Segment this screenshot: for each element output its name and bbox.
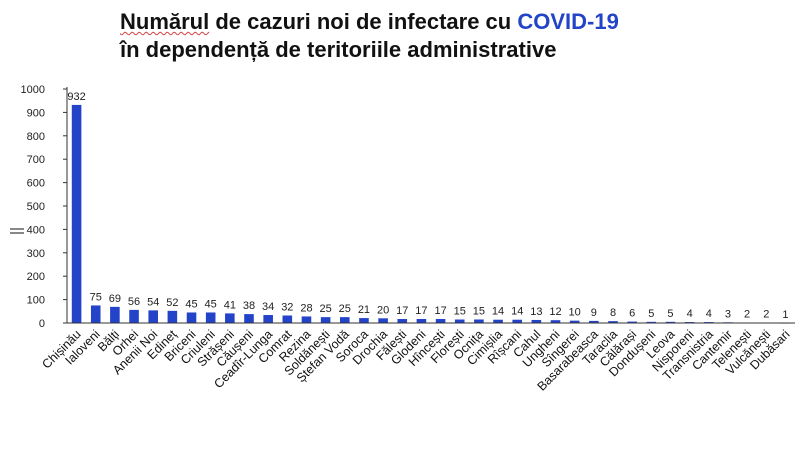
- y-tick-label: 600: [27, 178, 45, 190]
- data-label: 17: [396, 305, 408, 317]
- bar: [378, 318, 388, 323]
- y-tick-label: 800: [27, 131, 45, 143]
- y-axis: 0 100 200 300 400 500 600 700 800 900 1000: [10, 84, 67, 330]
- data-label: 52: [166, 297, 178, 309]
- data-label: 25: [320, 303, 332, 315]
- bar: [646, 321, 657, 323]
- bar: [531, 319, 542, 323]
- bar: [512, 319, 522, 323]
- data-label: 17: [415, 305, 427, 317]
- data-label: 56: [128, 296, 140, 308]
- bar: [225, 313, 235, 323]
- data-label: 25: [339, 303, 351, 315]
- data-label: 34: [262, 301, 274, 313]
- bar: [397, 319, 408, 323]
- bar: [110, 306, 120, 323]
- data-label: 13: [530, 306, 542, 318]
- data-label: 15: [454, 305, 466, 317]
- bar: [493, 319, 503, 323]
- data-label: 32: [281, 302, 293, 314]
- bar: [301, 316, 312, 323]
- bar: [205, 312, 216, 323]
- data-label: 9: [591, 307, 597, 319]
- data-label: 21: [358, 304, 370, 316]
- data-label: 14: [511, 306, 523, 318]
- title-text-middle: de cazuri noi de infectare cu: [209, 9, 518, 34]
- y-tick-label: 300: [27, 248, 45, 260]
- data-label: 8: [610, 307, 616, 319]
- chart-title: Numărul de cazuri noi de infectare cu CO…: [120, 8, 760, 64]
- title-line-1: Numărul de cazuri noi de infectare cu CO…: [120, 8, 760, 36]
- bar: [454, 319, 465, 323]
- bar: [627, 321, 637, 323]
- data-label: 15: [473, 305, 485, 317]
- bar: [282, 315, 293, 323]
- data-label: 17: [434, 305, 446, 317]
- bar: [608, 321, 618, 323]
- title-line-2: în dependență de teritoriile administrat…: [120, 37, 557, 62]
- y-tick-label: 0: [39, 318, 45, 330]
- data-label: 41: [224, 299, 236, 311]
- bar: [263, 315, 273, 323]
- bar: [320, 317, 331, 323]
- data-label: 12: [549, 306, 561, 318]
- bar: [569, 320, 580, 323]
- y-tick-label: 900: [27, 107, 45, 119]
- y-tick-label: 400: [27, 224, 45, 236]
- data-label: 932: [67, 91, 85, 103]
- data-label: 3: [725, 308, 731, 320]
- data-label: 4: [687, 308, 693, 320]
- data-label: 45: [185, 298, 197, 310]
- data-label: 45: [205, 298, 217, 310]
- bar: [148, 310, 158, 323]
- data-label: 28: [300, 302, 312, 314]
- data-label: 14: [492, 306, 504, 318]
- bar: [416, 319, 427, 323]
- data-label: 5: [648, 308, 654, 320]
- y-tick-label: 500: [27, 201, 45, 213]
- bar: [129, 309, 139, 323]
- bar: [186, 312, 197, 323]
- bar: [167, 310, 178, 323]
- data-label: 2: [763, 309, 769, 321]
- bar: [665, 321, 676, 323]
- data-label: 20: [377, 304, 389, 316]
- data-label: 54: [147, 296, 159, 308]
- axis-lines: [66, 87, 795, 324]
- bar: [244, 314, 254, 323]
- data-label: 1: [782, 309, 788, 321]
- data-label: 69: [109, 293, 121, 305]
- data-label: 38: [243, 300, 255, 312]
- bar: [589, 320, 599, 323]
- bar: [435, 319, 446, 323]
- title-covid: COVID-19: [517, 9, 619, 34]
- bar: [474, 319, 484, 323]
- y-tick-label: 200: [27, 271, 45, 283]
- data-label: 2: [744, 309, 750, 321]
- data-label: 4: [706, 308, 712, 320]
- bar: [340, 317, 350, 323]
- y-tick-label: 100: [27, 295, 45, 307]
- data-label: 10: [569, 307, 581, 319]
- bar: [90, 305, 101, 323]
- title-word-numarul: Numărul: [120, 9, 210, 34]
- data-label: 75: [90, 291, 102, 303]
- bar: [71, 104, 82, 323]
- y-tick-label: 1000: [21, 84, 45, 96]
- bar: [550, 320, 561, 323]
- data-label: 5: [667, 308, 673, 320]
- data-label: 6: [629, 308, 635, 320]
- y-tick-label: 700: [27, 154, 45, 166]
- bar: [359, 318, 369, 323]
- bars: [71, 104, 791, 324]
